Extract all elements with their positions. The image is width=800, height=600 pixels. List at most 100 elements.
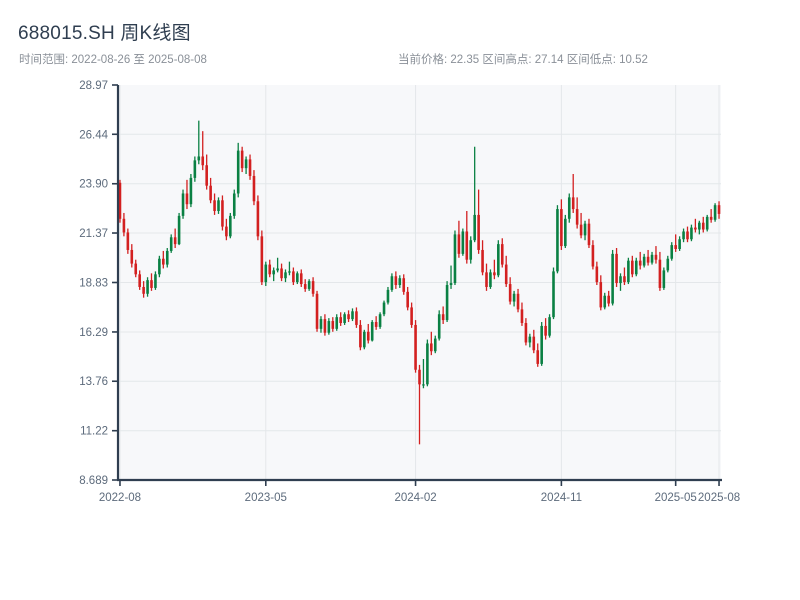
candle-body <box>240 150 244 169</box>
candle-series <box>118 120 721 445</box>
candle-body <box>631 260 634 275</box>
candle-body <box>272 270 275 275</box>
candle-body <box>292 271 295 283</box>
candle-body <box>173 237 177 245</box>
candle-body <box>571 197 575 210</box>
candle-body <box>579 224 583 236</box>
candle-body <box>485 272 488 287</box>
candle-body <box>674 245 677 249</box>
candle-body <box>382 302 386 315</box>
candle-body <box>414 324 417 370</box>
candle-body <box>252 175 256 202</box>
candle-body <box>670 245 674 259</box>
candle-body <box>122 218 126 233</box>
candle-body <box>169 237 173 251</box>
candle-body <box>359 324 362 348</box>
candle-body <box>374 322 378 327</box>
candle-body <box>662 270 666 288</box>
candle-body <box>524 323 528 343</box>
candle-body <box>619 276 622 284</box>
candle-body <box>548 317 551 336</box>
candle-body <box>540 325 543 364</box>
candle-body <box>489 272 492 287</box>
candle-body <box>575 209 579 225</box>
candle-body <box>500 244 504 265</box>
candle-body <box>315 293 319 329</box>
candle-body <box>646 256 650 263</box>
x-axis-tick-label: 2025-08 <box>698 492 740 504</box>
candle-body <box>552 271 555 318</box>
candle-body <box>351 311 354 320</box>
candle-body <box>623 276 626 283</box>
candle-body <box>402 278 406 292</box>
candle-body <box>536 350 540 364</box>
candle-body <box>481 249 484 273</box>
candle-body <box>244 159 248 169</box>
candle-body <box>591 245 595 267</box>
candle-body <box>264 264 268 283</box>
y-axis-tick-label: 8.689 <box>79 475 108 487</box>
candle-body <box>386 289 390 303</box>
candle-body <box>378 314 382 327</box>
candle-body <box>311 281 315 294</box>
y-axis-tick-label: 23.90 <box>79 179 108 191</box>
candle-body <box>650 254 654 263</box>
candle-body <box>437 314 441 339</box>
candle-body <box>595 266 599 283</box>
candle-body <box>497 244 500 276</box>
candle-body <box>229 215 232 237</box>
candle-body <box>556 209 559 272</box>
candle-body <box>331 321 335 329</box>
candle-body <box>709 216 713 220</box>
candle-body <box>248 159 252 176</box>
candle-body <box>477 214 480 250</box>
candle-body <box>465 231 469 260</box>
current-price-stat: 当前价格: 22.35 区间高点: 27.14 区间低点: 10.52 <box>398 54 648 66</box>
candle-body <box>142 286 145 294</box>
candle-body <box>449 283 453 286</box>
candle-body <box>406 291 409 308</box>
candle-body <box>390 276 394 290</box>
candle-body <box>430 343 433 352</box>
candle-body <box>512 293 516 302</box>
candle-body <box>280 268 283 279</box>
candle-body <box>564 218 567 247</box>
y-axis-tick-label: 28.97 <box>79 80 108 92</box>
candle-body <box>343 314 346 324</box>
candle-body <box>583 223 587 236</box>
x-axis-tick-label: 2022-08 <box>99 492 141 504</box>
candle-body <box>118 182 122 219</box>
candle-body <box>225 226 228 237</box>
candle-body <box>694 227 697 230</box>
y-axis-tick-label: 21.37 <box>79 228 108 240</box>
candle-body <box>307 281 311 289</box>
candle-body <box>126 232 130 250</box>
candle-body <box>516 293 520 310</box>
candle-body <box>197 156 201 161</box>
candle-body <box>138 274 141 287</box>
candle-body <box>701 222 705 230</box>
candle-body <box>698 222 701 230</box>
time-range-label: 时间范围: 2022-08-26 至 2025-08-08 <box>19 54 207 66</box>
candle-body <box>422 384 425 386</box>
candle-body <box>690 227 693 240</box>
candle-body <box>682 231 685 240</box>
candle-body <box>532 336 536 351</box>
y-axis-tick-label: 26.44 <box>79 129 108 141</box>
candle-body <box>335 317 339 329</box>
price-stats: 当前价格: 22.35 区间高点: 27.14 区间低点: 10.52 <box>398 51 658 67</box>
candle-body <box>201 156 205 166</box>
candle-body <box>457 234 461 254</box>
y-axis-tick-label: 13.76 <box>79 376 108 388</box>
candle-body <box>299 273 303 285</box>
candle-body <box>658 259 662 288</box>
candle-body <box>599 282 603 308</box>
candle-body <box>323 319 327 333</box>
candle-body <box>615 253 618 284</box>
candle-body <box>611 253 614 304</box>
candle-body <box>642 256 646 266</box>
candle-body <box>213 200 216 212</box>
candle-body <box>461 231 465 254</box>
